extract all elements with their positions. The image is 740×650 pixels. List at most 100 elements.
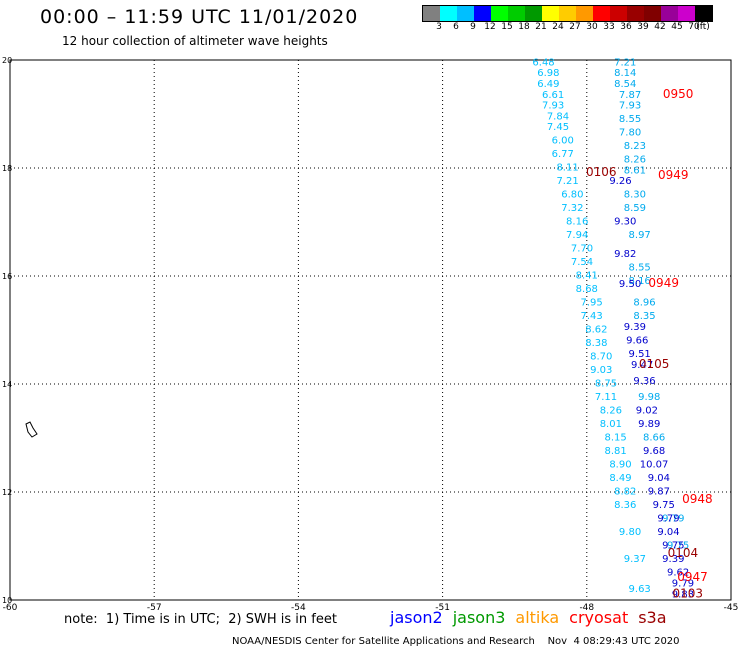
swh-blue-value: 9.30 [614,217,636,228]
swh-lightblue-value: 8.54 [614,79,636,90]
swh-lightblue-value: 7.93 [619,101,641,112]
swh-cyan-value: 7.95 [580,298,602,309]
swh-blue-value: 9.04 [648,473,670,484]
lat-tick-label: 12 [2,488,12,497]
swh-blue-value: 9.82 [614,249,636,260]
swh-cyan-value: 8.01 [600,419,622,430]
swh-cyan-value: 7.43 [580,311,602,322]
color-swatch [678,6,695,21]
swh-blue-value: 9.83 [672,589,694,600]
swh-blue-value: 9.50 [619,279,641,290]
color-swatch [695,6,712,21]
swh-lightblue-value: 8.61 [624,165,646,176]
color-swatch [440,6,457,21]
swh-blue-value: 9.36 [633,376,655,387]
color-swatch [542,6,559,21]
color-swatch [644,6,661,21]
swh-cyan-value: 7.70 [571,244,593,255]
swh-cyan-value: 6.98 [537,68,559,79]
swh-lightblue-value: 8.16 [629,276,651,287]
color-scale-label: 70 [688,22,700,32]
color-scale-label: 18 [518,22,530,32]
lat-tick-label: 10 [2,596,12,605]
lon-tick-label: -51 [435,603,450,613]
color-scale-label: 27 [569,22,581,32]
swh-blue-value: 9.51 [629,349,651,360]
color-swatch [610,6,627,21]
swh-blue-value: 9.68 [643,446,665,457]
color-scale-label: 15 [501,22,513,32]
swh-lightblue-value: 8.14 [614,68,636,79]
swh-cyan-value: 8.41 [576,271,598,282]
legend-s3a: s3a [638,608,667,627]
lon-tick-label: -60 [3,603,18,613]
credit-line: NOAA/NESDIS Center for Satellite Applica… [232,636,680,647]
swh-lightblue-value: 9.98 [638,392,660,403]
swh-lightblue-value: 8.55 [619,114,641,125]
color-scale-label: 3 [436,22,442,32]
swh-blue-value: 10.07 [640,460,669,471]
color-scale-label: 12 [484,22,496,32]
swh-cyan-value: 6.61 [542,90,564,101]
legend-altika: altika [515,608,560,627]
swh-cyan-value: 7.54 [571,257,593,268]
swh-blue-value: 9.04 [657,527,679,538]
color-scale-label: 33 [603,22,615,32]
swh-cyan-value: 8.82 [614,487,636,498]
island-outline [25,421,38,438]
swh-blue-value: 9.47 [631,360,653,371]
swh-cyan-value: 8.70 [590,352,612,363]
color-swatch [576,6,593,21]
swh-lightblue-value: 9.75 [667,541,689,552]
color-swatch [559,6,576,21]
color-swatch [491,6,508,21]
legend-jason3: jason3 [452,608,506,627]
swh-cyan-value: 9.03 [590,365,612,376]
swh-cyan-value: 9.80 [619,527,641,538]
swh-blue-value: 9.87 [648,487,670,498]
color-scale-label: 30 [586,22,598,32]
color-scale-label: 21 [535,22,547,32]
swh-cyan-value: 6.77 [552,149,574,160]
swh-cyan-value: 8.62 [585,325,607,336]
time-s3a-value: 0105 [639,357,670,371]
swh-lightblue-value: 9.79 [662,514,684,525]
time-cryosat-value: 0949 [648,276,679,290]
swh-lightblue-value: 8.96 [633,298,655,309]
map-title: 00:00 – 11:59 UTC 11/01/2020 [40,6,359,28]
time-cryosat-value: 0947 [677,570,708,584]
swh-blue-value: 9.39 [624,322,646,333]
color-scale-label: 6 [453,22,459,32]
color-swatch [508,6,525,21]
color-swatch [525,6,542,21]
swh-cyan-value: 8.68 [576,284,598,295]
swh-cyan-value: 8.36 [614,500,636,511]
color-scale-label: 39 [637,22,649,32]
lat-tick-label: 18 [2,164,12,173]
color-scale-label: 24 [552,22,564,32]
swh-lightblue-value: 7.80 [619,128,641,139]
swh-blue-value: 9.75 [662,541,684,552]
swh-cyan-value: 8.81 [605,446,627,457]
lon-tick-label: -57 [147,603,162,613]
legend-cryosat: cryosat [569,608,629,627]
swh-blue-value: 9.79 [657,514,679,525]
color-swatch [423,6,440,21]
color-scale-label: (ft) [696,22,710,32]
swh-cyan-value: 7.94 [566,230,588,241]
time-s3a-value: 0103 [672,586,703,600]
lon-tick-label: -45 [724,603,739,613]
time-cryosat-value: 0949 [658,168,689,182]
swh-lightblue-value: 8.30 [624,190,646,201]
color-scale-label: 36 [620,22,632,32]
swh-blue-value: 9.26 [609,176,631,187]
swh-lightblue-value: 8.55 [629,263,651,274]
footer-note: note: 1) Time is in UTC; 2) SWH is in fe… [64,612,337,627]
lat-tick-label: 14 [2,380,12,389]
swh-blue-value: 9.62 [667,568,689,579]
swh-lightblue-value: 7.21 [614,57,636,68]
lat-tick-label: 20 [2,56,12,65]
color-swatch [627,6,644,21]
color-scale-label: 42 [654,22,666,32]
